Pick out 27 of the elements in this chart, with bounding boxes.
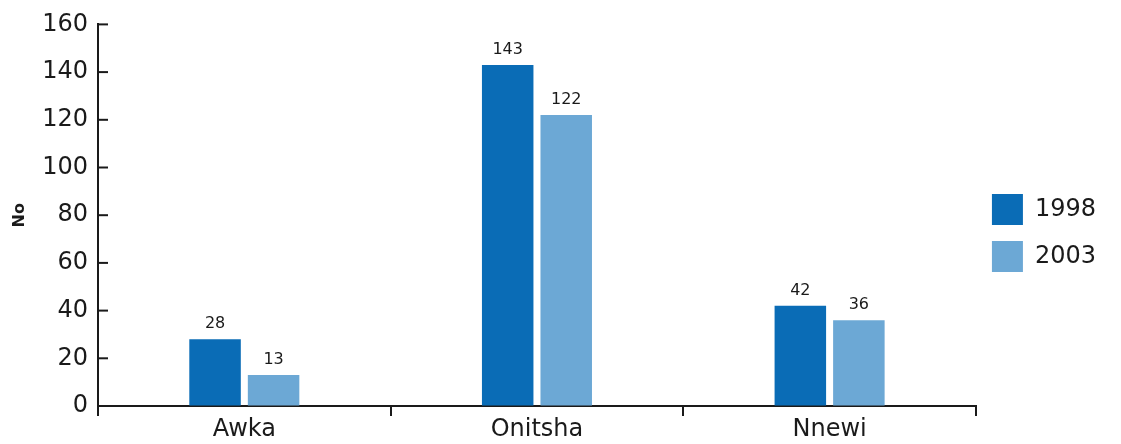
y-tick-label: 20 (57, 342, 88, 371)
bar (833, 320, 885, 406)
y-tick-label: 120 (42, 104, 88, 133)
data-label: 122 (550, 89, 582, 109)
data-label: 13 (263, 349, 284, 369)
y-tick-label: 140 (42, 56, 88, 85)
x-tick-label: Nnewi (792, 414, 867, 443)
data-label: 42 (790, 279, 811, 299)
y-tick-label: 60 (57, 247, 88, 276)
y-axis-title: No (8, 203, 28, 228)
y-tick-label: 100 (42, 151, 88, 180)
x-tick-label: Onitsha (490, 414, 584, 443)
y-tick-label: 0 (72, 390, 88, 419)
x-tick-label: Awka (212, 414, 276, 443)
bar (189, 339, 241, 406)
bar (247, 375, 300, 406)
y-tick-label: 80 (57, 199, 88, 228)
data-label: 36 (848, 294, 870, 314)
y-tick-label: 40 (57, 294, 88, 323)
legend-label: 1998 (1034, 193, 1096, 222)
legend-label: 2003 (1034, 240, 1096, 269)
y-tick-label: 160 (42, 8, 88, 37)
bar (540, 115, 592, 406)
data-label: 28 (204, 313, 226, 333)
data-label: 143 (492, 39, 523, 59)
bar (774, 305, 827, 406)
bar (481, 64, 534, 406)
